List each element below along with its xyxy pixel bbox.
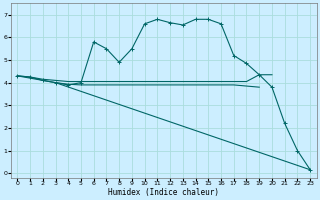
X-axis label: Humidex (Indice chaleur): Humidex (Indice chaleur) [108,188,219,197]
